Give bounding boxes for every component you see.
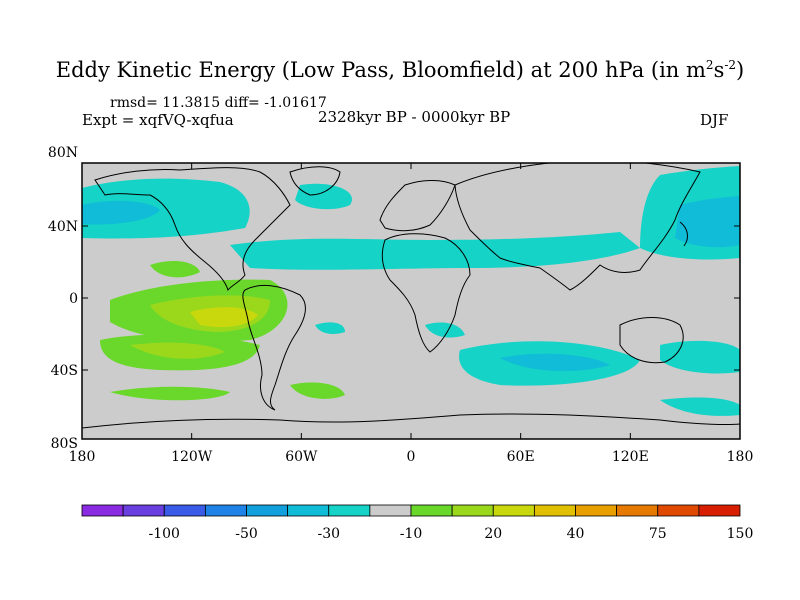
coastline-japan [679, 221, 688, 247]
colorbar-swatch [575, 504, 618, 517]
colorbar-label: -100 [149, 526, 180, 542]
lat-tick-label: 40N [48, 219, 78, 235]
lon-tick-label: 60E [507, 449, 535, 465]
colorbar-swatch [204, 504, 247, 517]
colorbar-label: 150 [727, 526, 754, 542]
contour-southern-indian-west [425, 322, 465, 338]
colorbar-swatch [657, 504, 700, 517]
contour-north-pacific-core [82, 200, 160, 225]
contour-south-pacific-core [130, 342, 225, 359]
lon-tick-label: 60W [285, 449, 318, 465]
lat-tick-label: 80N [48, 145, 78, 161]
colorbar-label: 75 [649, 526, 667, 542]
colorbar-swatch [616, 504, 659, 517]
contour-south-tail [660, 397, 740, 416]
lon-tick-label: 180 [69, 449, 96, 465]
experiment-label: Expt = xqfVQ-xqfua [82, 111, 234, 129]
colorbar-swatch [410, 504, 453, 517]
coastlines [82, 163, 740, 429]
coastline-asia [454, 163, 701, 291]
coastline-north-america [94, 167, 291, 292]
contour-north-tropical-pacific [150, 260, 200, 278]
contour-nw-pacific-core [675, 196, 740, 248]
colorbar-label: 20 [484, 526, 502, 542]
colorbar-label: -30 [317, 526, 340, 542]
colorbar-label: -50 [235, 526, 258, 542]
contour-atlantic-equator [315, 322, 345, 334]
colorbar-swatch [698, 504, 741, 517]
lat-tick-label: 80S [51, 436, 78, 452]
contour-subtropical-band [230, 232, 640, 270]
coastline-australia [619, 317, 684, 364]
lat-tick-label: 0 [69, 291, 78, 307]
lat-tick-label: 40S [51, 363, 78, 379]
colorbar-swatch [122, 504, 165, 517]
axis-ticks [81, 163, 741, 439]
colorbar-label: 40 [567, 526, 585, 542]
lon-tick-label: 120E [612, 449, 649, 465]
colorbar: -100 -50 -30 -10 20 40 75 150 [81, 504, 754, 542]
colorbar-swatch [328, 504, 371, 517]
contour-tropical-pacific-core [190, 307, 258, 328]
coastline-greenland [289, 166, 341, 196]
colorbar-swatch [369, 504, 412, 517]
colorbar-swatch [81, 504, 124, 517]
period-label: 2328kyr BP - 0000kyr BP [318, 108, 511, 126]
colorbar-swatch [492, 504, 535, 517]
stats-text: rmsd= 11.3815 diff= -1.01617 [110, 95, 327, 111]
colorbar-label: -10 [400, 526, 423, 542]
coastline-south-america [242, 284, 306, 411]
page-title: Eddy Kinetic Energy (Low Pass, Bloomfiel… [55, 58, 745, 82]
colorbar-swatch [246, 504, 289, 517]
colorbar-swatch [287, 504, 330, 517]
coastline-africa [381, 233, 471, 353]
contour-south-atlantic [290, 382, 345, 399]
lon-tick-label: 0 [407, 449, 416, 465]
coastline-antarctica [82, 413, 740, 429]
season-label: DJF [700, 111, 729, 129]
contour-south-pacific-edge [110, 386, 230, 401]
colorbar-swatch [533, 504, 576, 517]
contour-southern-indian-core [500, 353, 610, 372]
lon-tick-label: 120W [171, 449, 213, 465]
colorbar-swatch [163, 504, 206, 517]
contour-north-atlantic [295, 183, 352, 210]
lon-tick-label: 180 [727, 449, 754, 465]
colorbar-swatch [451, 504, 494, 517]
